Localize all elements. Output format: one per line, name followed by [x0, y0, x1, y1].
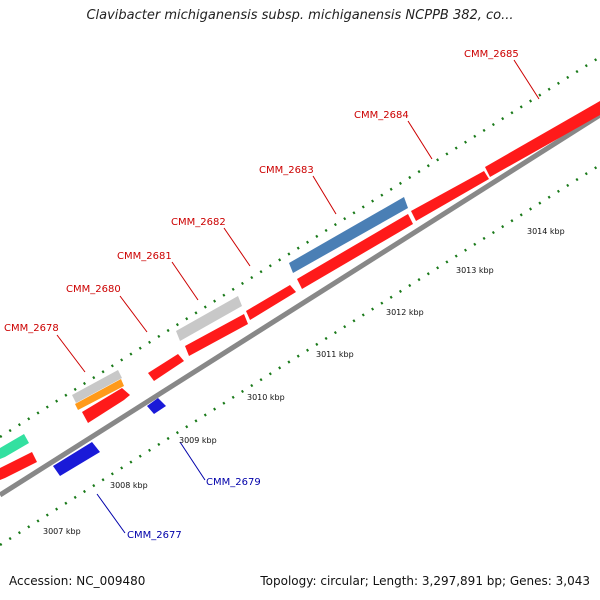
genome-backbone — [0, 112, 600, 498]
gene-label-2681: CMM_2681 — [117, 251, 172, 262]
scale-label-3010: 3010 kbp — [247, 393, 285, 402]
cds-forward-2684 — [411, 171, 489, 221]
outer-tick-track — [0, 55, 600, 439]
orange-feature-2678 — [75, 379, 124, 410]
scale-label-3012: 3012 kbp — [386, 308, 424, 317]
leader-2683 — [312, 175, 337, 215]
gene-label-2678: CMM_2678 — [4, 323, 59, 334]
scale-label-3013: 3013 kbp — [456, 266, 494, 275]
cds-reverse-2679 — [147, 398, 166, 414]
gene-label-2684: CMM_2684 — [354, 110, 409, 121]
leader-2685 — [513, 59, 540, 100]
leader-2684 — [407, 120, 433, 160]
scale-label-3009: 3009 kbp — [179, 436, 217, 445]
gene-label-2679: CMM_2679 — [206, 477, 261, 488]
gray-feature-2678 — [72, 370, 122, 403]
cds-forward-2682 — [246, 285, 296, 320]
scale-label-3014: 3014 kbp — [527, 227, 565, 236]
cds-forward-2685 — [485, 101, 600, 177]
leader-2679 — [179, 441, 206, 481]
leader-2677 — [96, 493, 126, 534]
map-title: Clavibacter michiganensis subsp. michiga… — [86, 8, 514, 23]
scale-label-3008: 3008 kbp — [110, 481, 148, 490]
gene-label-2677: CMM_2677 — [127, 530, 182, 541]
cds-forward-2683 — [297, 214, 413, 289]
leader-2678 — [56, 334, 86, 373]
cds-forward-2681 — [185, 314, 248, 356]
cds-forward-2678 — [82, 388, 130, 423]
leader-2680 — [119, 295, 148, 333]
leader-2681 — [171, 261, 199, 301]
scale-label-3007: 3007 kbp — [43, 527, 81, 536]
gene-label-2680: CMM_2680 — [66, 284, 121, 295]
gray-feature-2681 — [176, 296, 242, 341]
blue-feature-2683 — [289, 197, 408, 273]
gene-label-2685: CMM_2685 — [464, 49, 519, 60]
leader-2682 — [223, 227, 251, 267]
cds-forward-2680 — [148, 354, 184, 381]
topology-label: Topology: circular; Length: 3,297,891 bp… — [260, 574, 590, 588]
inner-tick-track — [0, 163, 600, 547]
gene-label-2682: CMM_2682 — [171, 217, 226, 228]
cds-reverse-2677 — [53, 442, 100, 476]
accession-label: Accession: NC_009480 — [9, 574, 146, 588]
scale-label-3011: 3011 kbp — [316, 350, 354, 359]
teal-feature — [0, 434, 29, 459]
cds-forward-partial-left — [0, 452, 37, 480]
gene-label-2683: CMM_2683 — [259, 165, 314, 176]
